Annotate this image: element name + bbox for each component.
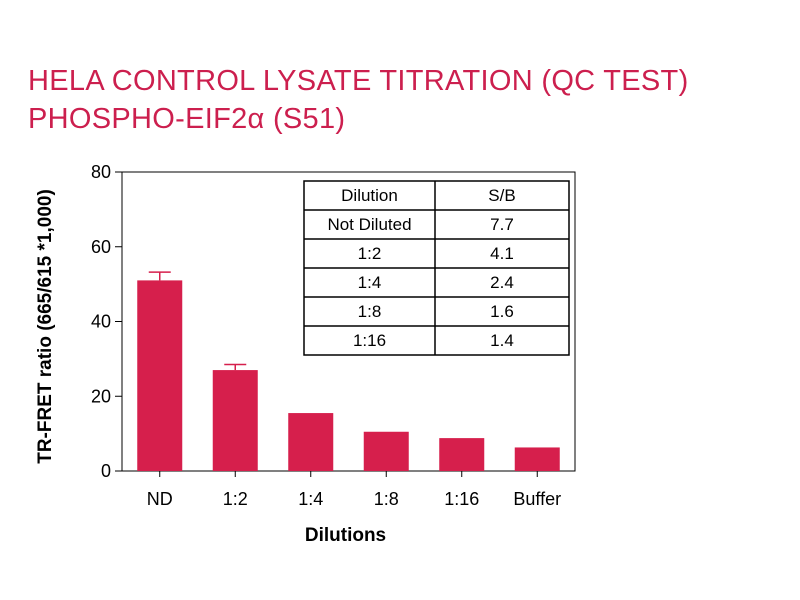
- table-cell: 4.1: [490, 244, 514, 263]
- error-bars: [148, 271, 247, 371]
- chart-subtitle: PHOSPHO-EIF2α (S51): [28, 103, 346, 135]
- bar: [363, 431, 409, 471]
- chart-title: HELA CONTROL LYSATE TITRATION (QC TEST): [28, 65, 689, 97]
- table-header-cell: S/B: [488, 186, 515, 205]
- x-axis-label: Dilutions: [305, 525, 386, 546]
- x-tick-label: 1:4: [298, 489, 323, 509]
- table-header-cell: Dilution: [341, 186, 398, 205]
- x-tick-label: ND: [147, 489, 173, 509]
- y-tick-label: 0: [101, 461, 111, 481]
- y-tick-label: 40: [91, 312, 111, 332]
- x-tick-label: 1:16: [444, 489, 479, 509]
- y-tick-label: 80: [91, 162, 111, 182]
- table-cell: 1:16: [353, 331, 386, 350]
- table-cell: 1:8: [358, 302, 382, 321]
- bar: [212, 370, 258, 471]
- x-tick-label: 1:8: [374, 489, 399, 509]
- table-cell: 7.7: [490, 215, 514, 234]
- table-cell: 1:4: [358, 273, 382, 292]
- y-axis-label: TR-FRET ratio (665/615 *1,000): [35, 189, 56, 464]
- chart-title-block: HELA CONTROL LYSATE TITRATION (QC TEST) …: [28, 62, 689, 138]
- y-tick-label: 60: [91, 237, 111, 257]
- bar: [137, 280, 183, 471]
- y-tick-label: 20: [91, 386, 111, 406]
- bar: [288, 413, 334, 471]
- table-cell: Not Diluted: [327, 215, 411, 234]
- table-cell: 1.4: [490, 331, 514, 350]
- axes: [115, 171, 576, 477]
- bar: [439, 438, 485, 471]
- table-cell: 1:2: [358, 244, 382, 263]
- sb-table: Dilution S/B Not Diluted 7.7 1:2 4.1 1:4 2.4 1:8…: [303, 180, 570, 356]
- table-cell: 2.4: [490, 273, 514, 292]
- bar: [514, 447, 560, 471]
- table-cell: 1.6: [490, 302, 514, 321]
- x-tick-label: Buffer: [513, 489, 561, 509]
- tick-labels: 0 20 40 60 80 ND 1:2 1:4 1:8 1:16 Buffer: [91, 162, 561, 509]
- bars: [137, 280, 560, 471]
- x-tick-label: 1:2: [223, 489, 248, 509]
